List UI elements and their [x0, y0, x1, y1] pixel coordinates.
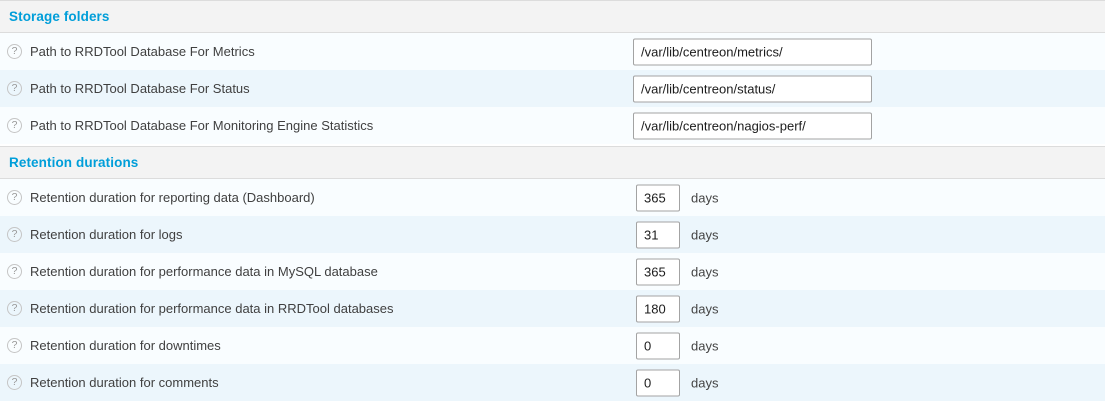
- form-row: ? Retention duration for logs days: [0, 216, 1105, 253]
- help-icon[interactable]: ?: [7, 44, 22, 59]
- field-input[interactable]: [636, 258, 680, 285]
- field-label: Retention duration for performance data …: [30, 264, 378, 279]
- section-rows: ? Path to RRDTool Database For Metrics ?…: [0, 33, 1105, 144]
- field-input[interactable]: [636, 184, 680, 211]
- help-icon[interactable]: ?: [7, 264, 22, 279]
- field-input[interactable]: [633, 75, 872, 102]
- field: days: [636, 332, 718, 359]
- field: days: [636, 369, 718, 396]
- field: [633, 112, 872, 139]
- field: [633, 75, 872, 102]
- field: days: [636, 295, 718, 322]
- field-label: Path to RRDTool Database For Metrics: [30, 44, 255, 59]
- form-row: ? Path to RRDTool Database For Metrics: [0, 33, 1105, 70]
- field-label: Retention duration for comments: [30, 375, 219, 390]
- form-section: Storage folders ? Path to RRDTool Databa…: [0, 0, 1105, 144]
- form-row: ? Path to RRDTool Database For Status: [0, 70, 1105, 107]
- help-icon[interactable]: ?: [7, 81, 22, 96]
- field-unit-label: days: [691, 227, 719, 242]
- form-row: ? Retention duration for performance dat…: [0, 290, 1105, 327]
- section-title: Storage folders: [9, 9, 110, 24]
- help-icon[interactable]: ?: [7, 190, 22, 205]
- help-icon[interactable]: ?: [7, 227, 22, 242]
- field-input[interactable]: [633, 112, 872, 139]
- form-section: Retention durations ? Retention duration…: [0, 146, 1105, 401]
- section-header: Storage folders: [0, 0, 1105, 33]
- field-input[interactable]: [633, 38, 872, 65]
- help-icon[interactable]: ?: [7, 301, 22, 316]
- help-icon[interactable]: ?: [7, 375, 22, 390]
- field: days: [636, 184, 718, 211]
- field-unit-label: days: [691, 264, 719, 279]
- field-unit-label: days: [691, 190, 719, 205]
- field-input[interactable]: [636, 369, 680, 396]
- field-unit-label: days: [691, 301, 719, 316]
- help-icon[interactable]: ?: [7, 338, 22, 353]
- field-unit-label: days: [691, 375, 719, 390]
- form-row: ? Retention duration for performance dat…: [0, 253, 1105, 290]
- section-rows: ? Retention duration for reporting data …: [0, 179, 1105, 401]
- field-unit-label: days: [691, 338, 719, 353]
- field-label: Path to RRDTool Database For Status: [30, 81, 250, 96]
- field: days: [636, 221, 718, 248]
- field: days: [636, 258, 718, 285]
- section-title: Retention durations: [9, 155, 139, 170]
- form-row: ? Retention duration for downtimes days: [0, 327, 1105, 364]
- field-label: Retention duration for reporting data (D…: [30, 190, 315, 205]
- help-icon[interactable]: ?: [7, 118, 22, 133]
- form-row: ? Retention duration for reporting data …: [0, 179, 1105, 216]
- form-row: ? Retention duration for comments days: [0, 364, 1105, 401]
- field-input[interactable]: [636, 295, 680, 322]
- section-header: Retention durations: [0, 146, 1105, 179]
- field-input[interactable]: [636, 221, 680, 248]
- field-input[interactable]: [636, 332, 680, 359]
- field-label: Path to RRDTool Database For Monitoring …: [30, 118, 374, 133]
- field-label: Retention duration for logs: [30, 227, 183, 242]
- field-label: Retention duration for performance data …: [30, 301, 394, 316]
- field: [633, 38, 872, 65]
- field-label: Retention duration for downtimes: [30, 338, 221, 353]
- form-row: ? Path to RRDTool Database For Monitorin…: [0, 107, 1105, 144]
